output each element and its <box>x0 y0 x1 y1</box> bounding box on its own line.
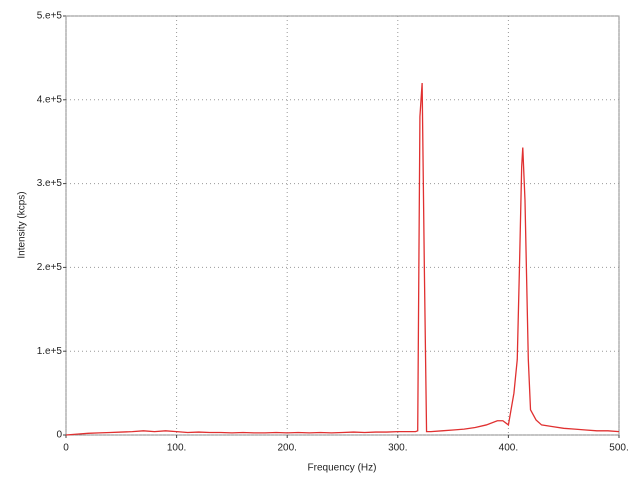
x-tick-label: 0 <box>63 443 69 454</box>
x-tick-label: 500. <box>609 443 628 454</box>
plot-frame <box>65 15 620 436</box>
x-tick-label: 100. <box>167 443 186 454</box>
y-tick-label: 4.e+5 <box>37 94 63 105</box>
y-tick-label: 3.e+5 <box>37 178 63 189</box>
x-tick-label: 400. <box>499 443 518 454</box>
y-tick-label: 5.e+5 <box>37 11 63 22</box>
x-tick-label: 200. <box>277 443 296 454</box>
y-axis-label: Intensity (kcps) <box>17 191 28 258</box>
y-tick-label: 0 <box>56 430 62 441</box>
y-tick-label: 1.e+5 <box>37 346 63 357</box>
y-tick-label: 2.e+5 <box>37 262 63 273</box>
x-axis-label: Frequency (Hz) <box>308 463 377 474</box>
data-line <box>65 82 620 436</box>
x-tick-label: 300. <box>388 443 407 454</box>
